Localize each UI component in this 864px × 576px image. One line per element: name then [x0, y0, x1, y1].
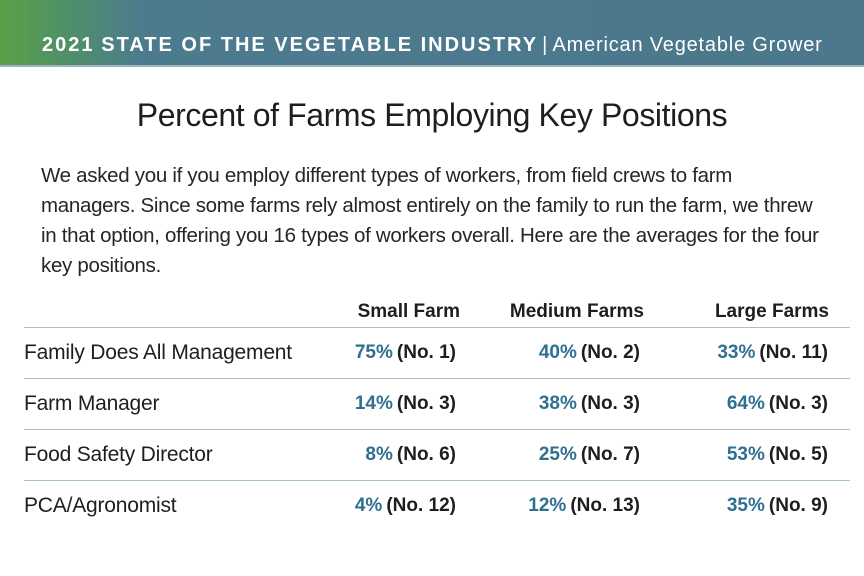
percent-value: 33%	[717, 342, 756, 363]
table-cell: 35% (No. 9)	[640, 495, 828, 517]
banner-publication: American Vegetable Grower	[552, 34, 823, 56]
intro-paragraph: We asked you if you employ different typ…	[41, 164, 819, 277]
rank-value: (No. 6)	[396, 444, 456, 465]
percent-value: 64%	[726, 393, 765, 414]
column-header-small-farm: Small Farm	[357, 300, 460, 322]
rank-value: (No. 13)	[570, 495, 640, 516]
column-header-medium-farms: Medium Farms	[509, 300, 644, 322]
table-cell: 75% (No. 1)	[336, 342, 456, 364]
table-header: Small Farm Medium Farms Large Farms	[24, 296, 850, 328]
table-cell: 4% (No. 12)	[336, 495, 456, 517]
table-cell: 14% (No. 3)	[336, 393, 456, 415]
table-cell: 38% (No. 3)	[456, 393, 640, 415]
table-row: Farm Manager 14% (No. 3) 38% (No. 3) 64% (N…	[24, 379, 850, 430]
rank-value: (No. 9)	[768, 495, 828, 516]
banner-report-title: STATE OF THE VEGETABLE INDUSTRY	[101, 34, 539, 56]
table-cell: 33% (No. 11)	[640, 342, 828, 364]
table-cell: 53% (No. 5)	[640, 444, 828, 466]
percent-value: 4%	[354, 495, 383, 516]
rank-value: (No. 11)	[759, 342, 828, 363]
position-label: PCA/Agronomist	[24, 494, 177, 517]
positions-table: Small Farm Medium Farms Large Farms Fami…	[24, 296, 850, 531]
rank-value: (No. 5)	[768, 444, 828, 465]
percent-value: 53%	[726, 444, 765, 465]
table-cell: 12% (No. 13)	[456, 495, 640, 517]
table-row: PCA/Agronomist 4% (No. 12) 12% (No. 13) 35…	[24, 481, 850, 531]
percent-value: 35%	[726, 495, 765, 516]
rank-value: (No. 3)	[580, 393, 640, 414]
rank-value: (No. 1)	[396, 342, 456, 363]
rank-value: (No. 12)	[386, 495, 456, 516]
table-row: Family Does All Management 75% (No. 1) 40…	[24, 328, 850, 379]
percent-value: 8%	[365, 444, 393, 465]
percent-value: 14%	[354, 393, 393, 414]
table-cell: 8% (No. 6)	[336, 444, 456, 466]
percent-value: 38%	[538, 393, 577, 414]
header-banner: 2021 STATE OF THE VEGETABLE INDUSTRY | Ame…	[0, 0, 864, 67]
rank-value: (No. 3)	[396, 393, 456, 414]
column-header-large-farms: Large Farms	[714, 300, 829, 322]
table-cell: 40% (No. 2)	[456, 342, 640, 364]
table-cell: 25% (No. 7)	[456, 444, 640, 466]
position-label: Food Safety Director	[24, 443, 213, 466]
table-row: Food Safety Director 8% (No. 6) 25% (No. 7…	[24, 430, 850, 481]
percent-value: 12%	[528, 495, 567, 516]
percent-value: 25%	[538, 444, 577, 465]
table-cell: 64% (No. 3)	[640, 393, 828, 415]
rank-value: (No. 7)	[580, 444, 640, 465]
page-title: Percent of Farms Employing Key Positions	[136, 97, 728, 133]
position-label: Farm Manager	[24, 392, 160, 415]
position-label: Family Does All Management	[24, 341, 292, 364]
banner-year: 2021	[42, 34, 95, 56]
rank-value: (No. 2)	[580, 342, 640, 363]
percent-value: 75%	[354, 342, 393, 363]
banner-title: 2021 STATE OF THE VEGETABLE INDUSTRY | Ame…	[42, 34, 823, 57]
banner-separator: |	[542, 34, 549, 56]
percent-value: 40%	[538, 342, 577, 363]
rank-value: (No. 3)	[768, 393, 828, 414]
